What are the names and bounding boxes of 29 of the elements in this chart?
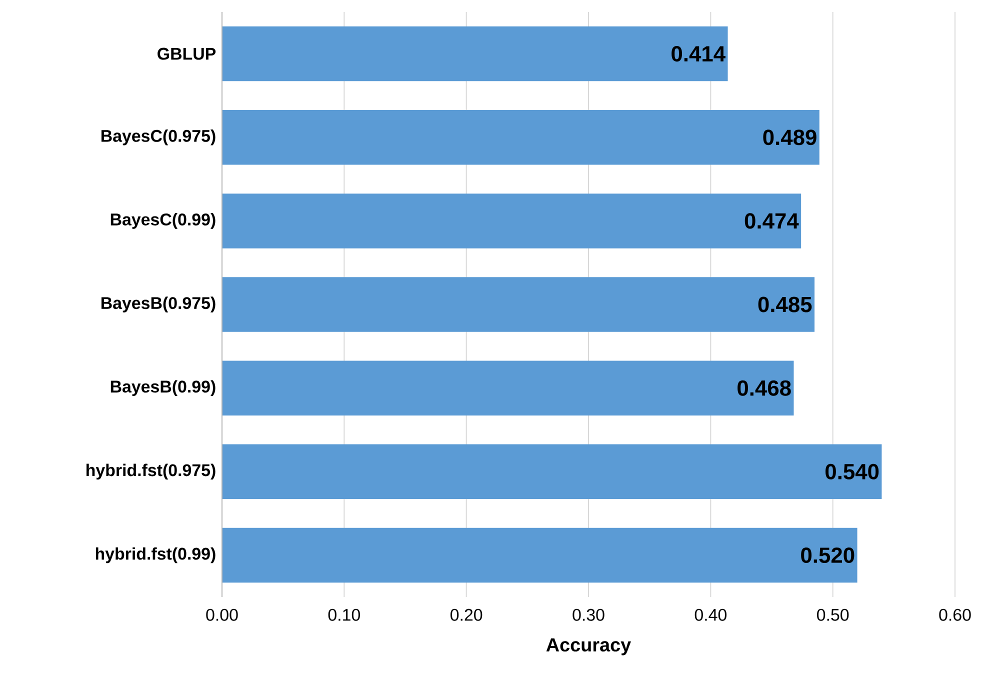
data-label: 0.485: [758, 296, 812, 312]
bar: [222, 110, 820, 165]
data-label: 0.489: [763, 130, 816, 146]
bar: [222, 26, 728, 82]
y-tick-label: hybrid.fst(0.99): [96, 547, 216, 564]
y-tick-label: BayesC(0.975): [101, 129, 216, 146]
y-tick-label: hybrid.fst(0.975): [86, 464, 216, 480]
x-tick-label: 0.30: [572, 608, 604, 621]
x-tick-label: 0.20: [450, 608, 482, 621]
y-tick-label: GBLUP: [158, 48, 216, 60]
y-tick-label: BayesB(0.99): [110, 380, 216, 396]
y-tick-label: BayesC(0.99): [110, 213, 216, 229]
x-tick-label: 0.50: [817, 608, 849, 621]
x-tick-label: 0.60: [939, 608, 971, 621]
data-label: 0.520: [801, 547, 854, 563]
x-axis-title: Accuracy: [546, 638, 631, 656]
y-tick-label: BayesB(0.975): [101, 296, 216, 312]
x-tick-label: 0.00: [206, 608, 238, 621]
bar: [222, 360, 794, 416]
data-label: 0.414: [672, 46, 726, 62]
x-tick-label: 0.10: [328, 608, 360, 621]
bar: [222, 528, 858, 583]
bar: [222, 444, 882, 500]
bar: [222, 194, 802, 248]
data-label: 0.474: [744, 213, 799, 229]
x-tick-label: 0.40: [694, 608, 726, 621]
data-label: 0.468: [738, 380, 791, 396]
data-label: 0.540: [826, 464, 879, 480]
bar: [222, 277, 815, 332]
